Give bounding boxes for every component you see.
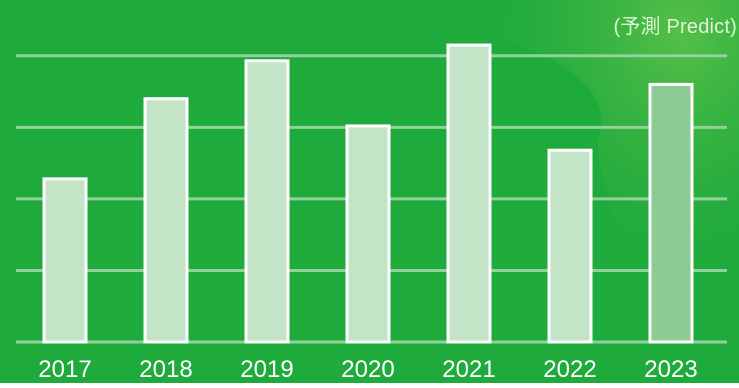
bar-2018 bbox=[143, 97, 189, 344]
predict-annotation: (予測 Predict) bbox=[613, 16, 737, 38]
x-tick-label-2023: 2023 bbox=[644, 356, 697, 383]
bar-2020 bbox=[345, 124, 391, 344]
bar-2021 bbox=[446, 43, 492, 344]
x-tick-label-2018: 2018 bbox=[139, 356, 192, 383]
bar-2023 bbox=[648, 82, 694, 344]
bar-2022 bbox=[547, 148, 593, 344]
bar-2017 bbox=[42, 177, 88, 344]
x-tick-label-2019: 2019 bbox=[240, 356, 293, 383]
bar-2019 bbox=[244, 59, 290, 344]
x-tick-label-2021: 2021 bbox=[442, 356, 495, 383]
x-tick-label-2020: 2020 bbox=[341, 356, 394, 383]
bars bbox=[42, 43, 694, 344]
x-tick-label-2017: 2017 bbox=[38, 356, 91, 383]
x-tick-label-2022: 2022 bbox=[543, 356, 596, 383]
x-tick-labels: 2017 2018 2019 2020 2021 2022 2023 bbox=[38, 356, 697, 383]
